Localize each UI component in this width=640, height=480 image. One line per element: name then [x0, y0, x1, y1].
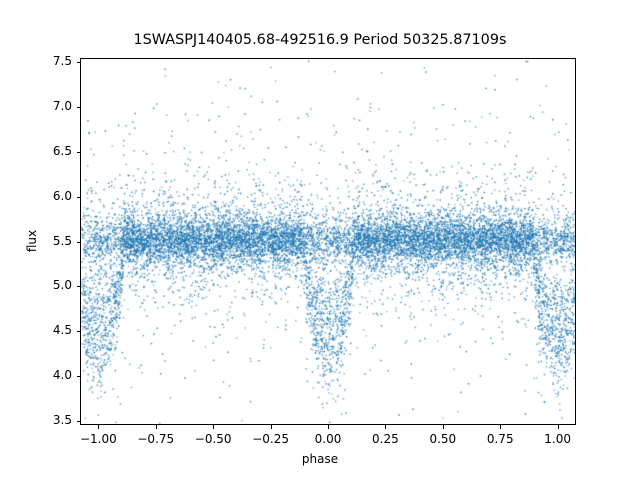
x-axis-tick-mark	[270, 425, 272, 429]
y-axis-tick-label: 4.0	[52, 367, 72, 382]
y-axis-tick-label: 5.0	[52, 278, 72, 293]
x-axis-tick-label: −0.25	[252, 432, 289, 446]
y-axis-tick-mark	[76, 420, 80, 422]
y-axis-label: flux	[25, 229, 39, 253]
x-axis-tick-mark	[98, 425, 100, 429]
y-axis-tick-mark	[76, 375, 80, 377]
y-axis-tick-label: 5.5	[52, 233, 72, 248]
x-axis-tick-label: −0.75	[137, 432, 175, 446]
y-axis-tick-mark	[76, 286, 80, 288]
x-axis-tick-label: 0.50	[429, 432, 457, 446]
page-title: 1SWASPJ140405.68-492516.9 Period 50325.8…	[133, 32, 507, 48]
x-axis-tick-mark	[385, 425, 387, 429]
y-axis-tick-label: 3.5	[52, 412, 72, 427]
x-axis-tick-label: 0.25	[372, 432, 399, 446]
x-axis-tick-label: 0.75	[486, 432, 514, 446]
x-axis-tick-mark	[328, 425, 329, 429]
y-axis-tick-mark	[76, 107, 80, 109]
x-axis-tick-label: −1.00	[79, 432, 117, 446]
y-axis-tick-label: 6.5	[52, 143, 72, 158]
y-axis-tick-label: 7.0	[52, 99, 72, 114]
x-axis-tick-label: 0.00	[314, 432, 342, 446]
y-axis-tick-label: 6.0	[52, 188, 72, 203]
x-axis-tick-mark	[500, 425, 502, 429]
y-axis-tick-mark	[76, 331, 80, 332]
y-axis-tick-label: 7.5	[52, 54, 72, 69]
x-axis-tick-label: −0.50	[194, 432, 232, 446]
y-axis-tick-mark	[76, 151, 80, 153]
x-axis-label: phase	[301, 452, 339, 466]
x-axis-tick-mark	[155, 425, 157, 429]
y-axis-tick-label: 4.5	[52, 323, 72, 337]
x-axis-tick-mark	[557, 425, 559, 429]
y-axis-tick-mark	[76, 241, 80, 243]
x-axis-tick-label: 1.00	[544, 432, 571, 446]
x-axis-tick-mark	[213, 425, 215, 429]
y-axis-tick-mark	[76, 196, 80, 198]
x-axis-tick-mark	[442, 425, 444, 429]
scatter-plot-canvas	[81, 59, 575, 424]
y-axis-tick-mark	[76, 62, 80, 64]
